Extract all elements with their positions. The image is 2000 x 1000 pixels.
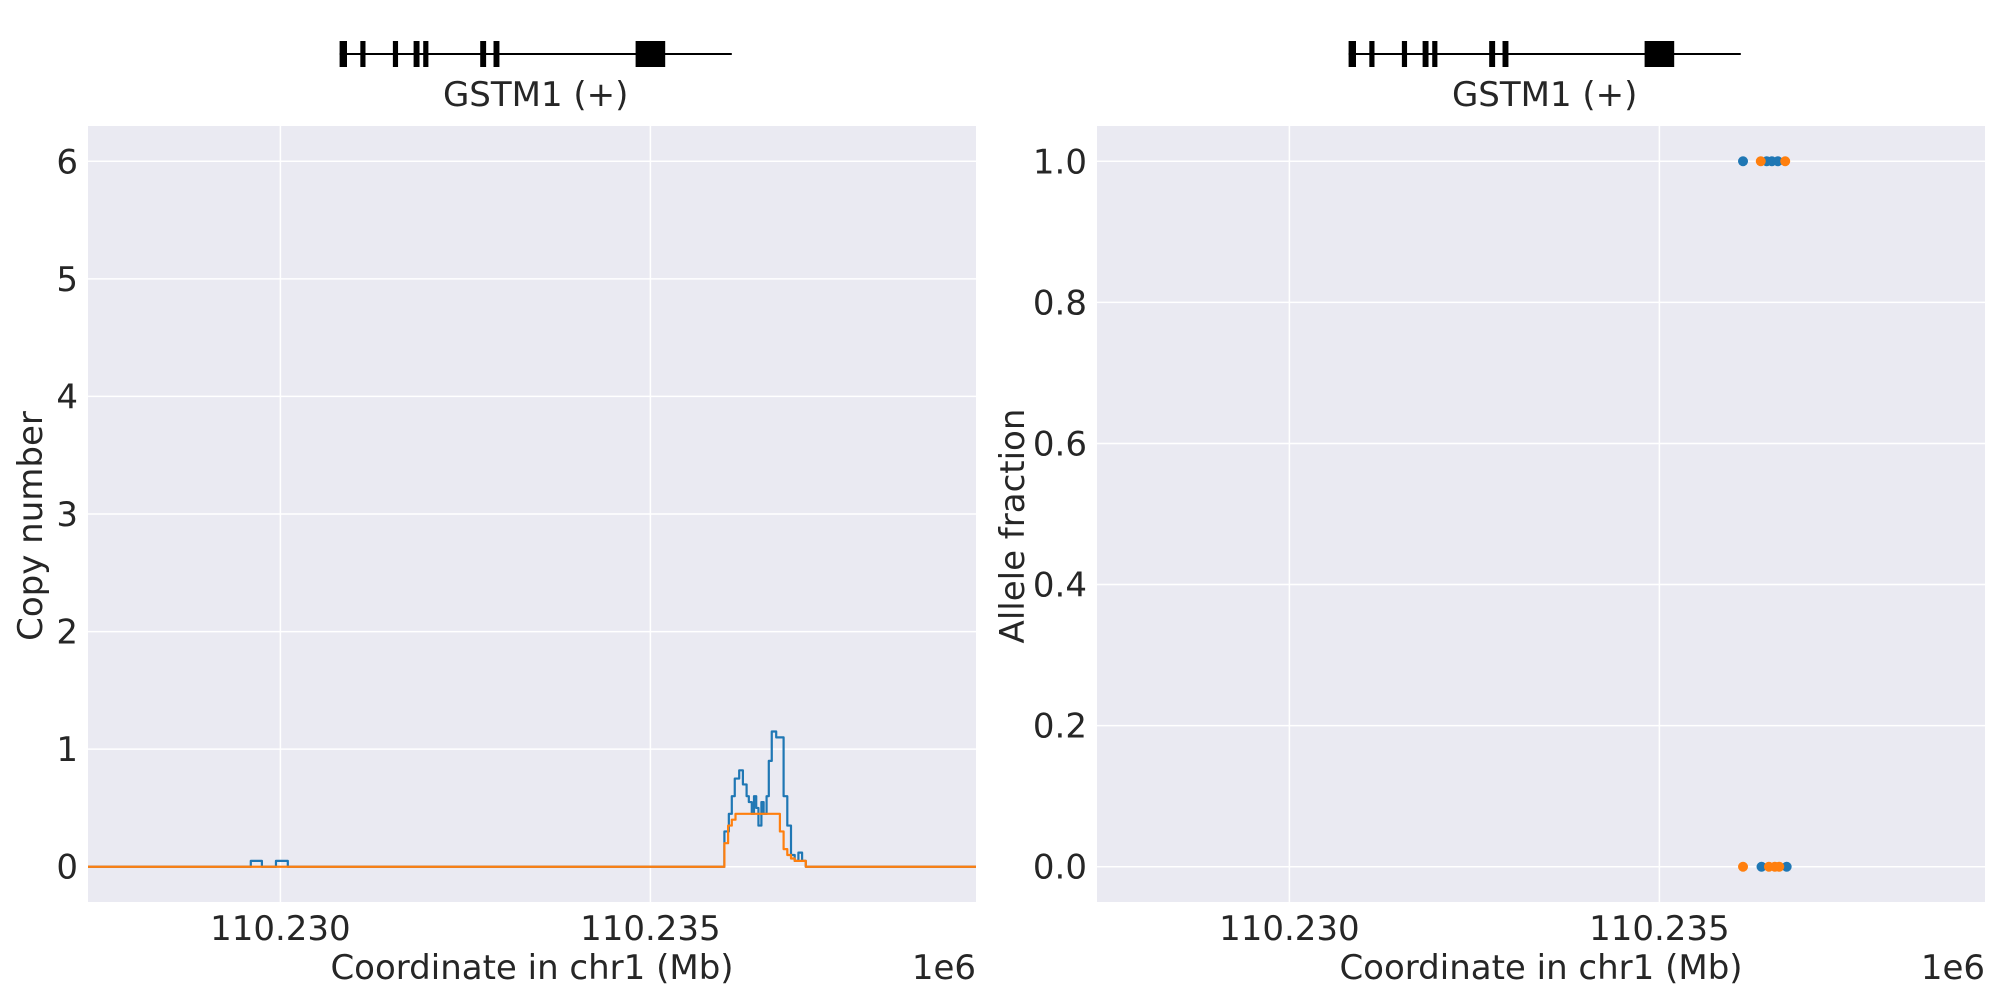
gene-exon (1489, 41, 1496, 67)
scatter-point (1774, 861, 1785, 872)
series-line-2 (88, 812, 976, 868)
panel-right: GSTM1 (+) 0.00.20.40.60.81.0 110.230 110.… (993, 41, 1985, 988)
scatter-point (1755, 156, 1766, 167)
y-tick-label: 3 (56, 495, 78, 535)
gene-exon (480, 41, 487, 67)
y-tick-label: 4 (56, 377, 78, 417)
gene-exon (1432, 41, 1438, 67)
x-offset-label-right: 1e6 (1921, 948, 1985, 988)
x-offset-label-left: 1e6 (912, 948, 976, 988)
series-left (88, 730, 976, 868)
x-axis-label-left: Coordinate in chr1 (Mb) (330, 948, 733, 988)
gene-label-right: GSTM1 (+) (1452, 75, 1638, 115)
x-tick-label: 110.235 (1589, 909, 1730, 949)
y-tick-label: 0.2 (1033, 707, 1087, 747)
gene-exon (1644, 41, 1675, 67)
plot-area-right (1097, 126, 1985, 902)
x-axis-label-right: Coordinate in chr1 (Mb) (1339, 948, 1742, 988)
gene-track-left (339, 41, 732, 67)
gene-exon (1401, 41, 1408, 67)
y-tick-label: 1.0 (1033, 142, 1087, 182)
y-tick-label: 0.8 (1033, 283, 1087, 323)
series-right (1738, 156, 1792, 872)
y-axis-label-left: Copy number (11, 411, 51, 641)
y-axis-label-right: Allele fraction (993, 409, 1033, 644)
x-tick-label: 110.230 (1219, 909, 1360, 949)
y-tick-label: 0.0 (1033, 848, 1087, 888)
y-tick-label: 5 (56, 260, 78, 300)
gene-exon (1422, 41, 1429, 67)
gene-exon (423, 41, 429, 67)
x-tick-label: 110.230 (210, 909, 351, 949)
grid-right (1097, 126, 1985, 902)
y-tick-label: 0.6 (1033, 424, 1087, 464)
y-tick-label: 1 (56, 730, 78, 770)
y-tick-labels-left: 0 1 2 3 4 5 6 (56, 142, 78, 887)
y-tick-labels-right: 0.0 0.2 0.4 0.6 0.8 1.0 (1033, 142, 1087, 887)
gene-exon (1348, 41, 1356, 67)
gene-exon (1502, 41, 1509, 67)
scatter-point (1781, 861, 1792, 872)
scatter-point (1738, 861, 1749, 872)
scatter-point (1780, 156, 1791, 167)
y-tick-label: 0.4 (1033, 566, 1087, 606)
gene-exon (339, 41, 347, 67)
scatter-point (1756, 861, 1767, 872)
gene-label-left: GSTM1 (+) (443, 75, 629, 115)
gene-exon (413, 41, 420, 67)
gene-exon (360, 41, 366, 67)
y-tick-label: 2 (56, 613, 78, 653)
y-tick-label: 6 (56, 142, 78, 182)
scatter-point (1772, 156, 1783, 167)
gene-exon (392, 41, 399, 67)
x-tick-label: 110.235 (580, 909, 721, 949)
gene-exon (493, 41, 500, 67)
gene-exon (1369, 41, 1375, 67)
panel-left: GSTM1 (+) 0 1 2 3 4 5 6 110.230 110.235 Coordin… (11, 41, 976, 988)
x-tick-labels-right: 110.230 110.235 (1219, 909, 1730, 949)
gene-exon (635, 41, 666, 67)
y-tick-label: 0 (56, 848, 78, 888)
gene-track-right (1348, 41, 1741, 67)
scatter-point (1738, 156, 1749, 167)
x-tick-labels-left: 110.230 110.235 (210, 909, 721, 949)
